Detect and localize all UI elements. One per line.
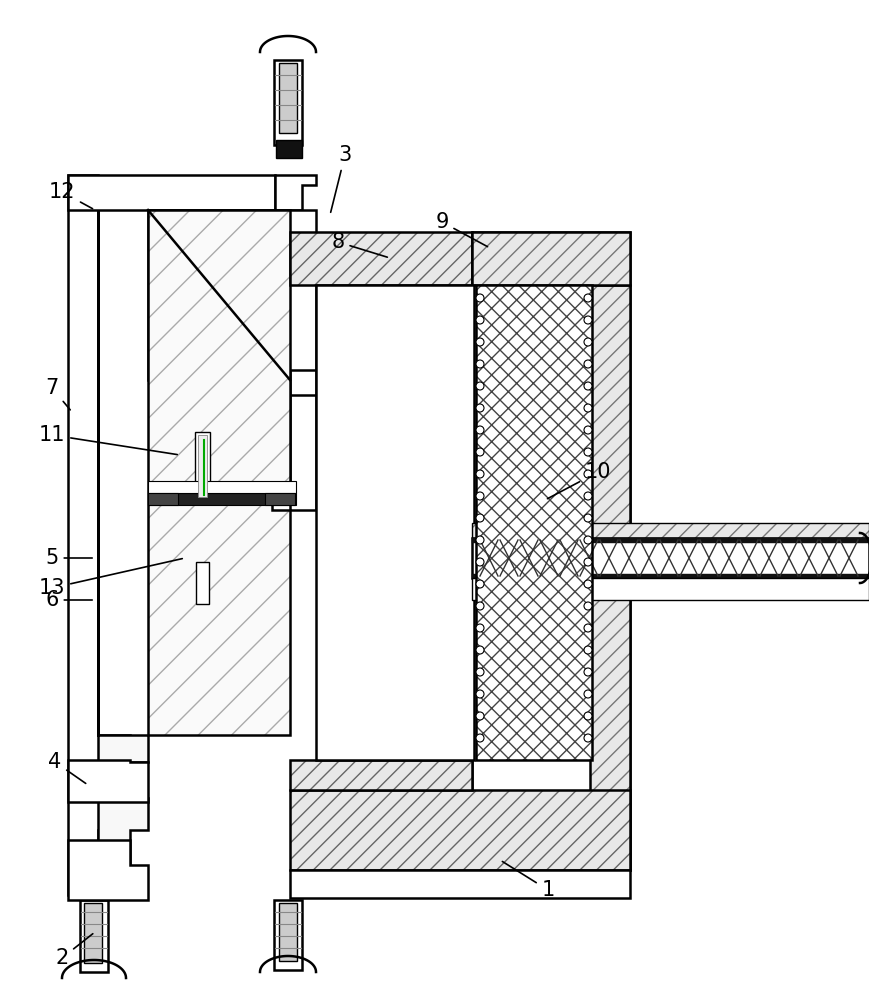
Circle shape xyxy=(476,316,484,324)
Circle shape xyxy=(476,646,484,654)
Text: 4: 4 xyxy=(49,752,86,783)
Bar xyxy=(148,493,296,505)
Circle shape xyxy=(476,492,484,500)
Polygon shape xyxy=(68,760,148,802)
Circle shape xyxy=(476,712,484,720)
Circle shape xyxy=(584,536,592,544)
Bar xyxy=(274,900,302,970)
Circle shape xyxy=(476,558,484,566)
Circle shape xyxy=(584,338,592,346)
Circle shape xyxy=(476,624,484,632)
Circle shape xyxy=(584,646,592,654)
Circle shape xyxy=(584,492,592,500)
Circle shape xyxy=(584,382,592,390)
Polygon shape xyxy=(476,285,592,760)
Polygon shape xyxy=(275,175,316,210)
Circle shape xyxy=(584,426,592,434)
Bar xyxy=(279,63,297,133)
Circle shape xyxy=(476,580,484,588)
Circle shape xyxy=(584,448,592,456)
Circle shape xyxy=(476,360,484,368)
Circle shape xyxy=(584,316,592,324)
Circle shape xyxy=(476,448,484,456)
Polygon shape xyxy=(290,232,472,285)
Text: 6: 6 xyxy=(45,590,92,610)
Bar xyxy=(472,574,869,579)
Polygon shape xyxy=(590,285,630,870)
Polygon shape xyxy=(290,790,630,870)
Circle shape xyxy=(476,426,484,434)
Polygon shape xyxy=(148,210,290,735)
Polygon shape xyxy=(290,760,472,790)
Text: 11: 11 xyxy=(39,425,177,455)
Bar xyxy=(80,900,108,972)
Circle shape xyxy=(584,470,592,478)
Circle shape xyxy=(584,624,592,632)
Bar xyxy=(148,493,178,505)
Circle shape xyxy=(476,536,484,544)
Text: 10: 10 xyxy=(547,462,611,499)
Circle shape xyxy=(476,514,484,522)
Polygon shape xyxy=(68,175,275,210)
Circle shape xyxy=(476,668,484,676)
Circle shape xyxy=(476,404,484,412)
Polygon shape xyxy=(472,232,630,870)
Circle shape xyxy=(584,712,592,720)
Text: 1: 1 xyxy=(502,861,554,900)
Circle shape xyxy=(584,602,592,610)
Bar xyxy=(274,60,302,145)
Text: 12: 12 xyxy=(49,182,93,209)
Circle shape xyxy=(476,294,484,302)
Text: 7: 7 xyxy=(45,378,70,410)
Bar xyxy=(472,538,869,543)
Circle shape xyxy=(476,602,484,610)
Circle shape xyxy=(584,580,592,588)
Circle shape xyxy=(584,558,592,566)
Polygon shape xyxy=(68,840,148,900)
Bar xyxy=(265,493,295,505)
Polygon shape xyxy=(68,175,130,895)
Polygon shape xyxy=(472,538,869,578)
Circle shape xyxy=(584,360,592,368)
Circle shape xyxy=(476,338,484,346)
Circle shape xyxy=(476,734,484,742)
Bar xyxy=(195,432,210,500)
Polygon shape xyxy=(472,523,869,538)
Circle shape xyxy=(584,404,592,412)
Polygon shape xyxy=(148,210,316,510)
Polygon shape xyxy=(98,175,148,895)
Bar xyxy=(148,481,296,493)
Circle shape xyxy=(584,690,592,698)
Bar xyxy=(198,435,207,497)
Text: 8: 8 xyxy=(331,232,388,257)
Circle shape xyxy=(476,382,484,390)
Circle shape xyxy=(584,734,592,742)
Bar xyxy=(196,562,209,604)
Circle shape xyxy=(584,668,592,676)
Text: 3: 3 xyxy=(331,145,352,212)
Polygon shape xyxy=(316,285,474,760)
Polygon shape xyxy=(290,870,630,898)
Polygon shape xyxy=(290,370,316,395)
Circle shape xyxy=(584,294,592,302)
Text: 5: 5 xyxy=(45,548,92,568)
Polygon shape xyxy=(472,232,630,285)
Text: 2: 2 xyxy=(56,934,93,968)
Bar xyxy=(276,140,302,158)
Text: 9: 9 xyxy=(435,212,488,247)
Circle shape xyxy=(476,470,484,478)
Text: 13: 13 xyxy=(39,559,182,598)
Circle shape xyxy=(476,690,484,698)
Bar xyxy=(279,903,297,961)
Polygon shape xyxy=(472,578,869,600)
Circle shape xyxy=(584,514,592,522)
Bar xyxy=(84,903,102,963)
